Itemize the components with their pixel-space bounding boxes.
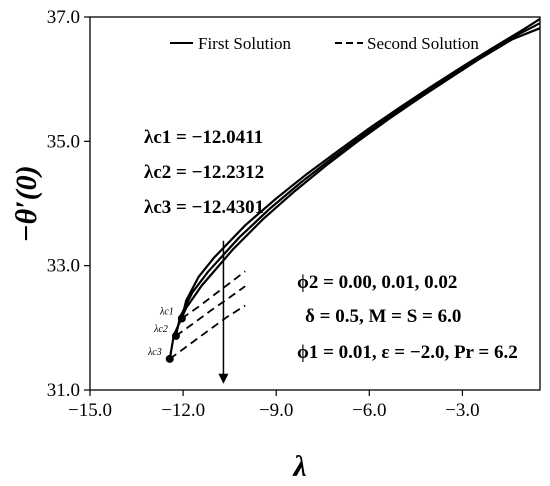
parameter-annotations: ϕ2 = 0.00, 0.01, 0.02 δ = 0.5, M = S = 6… — [297, 272, 518, 363]
param-phi2: ϕ2 = 0.00, 0.01, 0.02 — [297, 272, 457, 293]
plot-frame — [89, 16, 541, 391]
second-solution-line-1 — [181, 270, 246, 320]
critical-markers: λc1 λc2 λc3 — [147, 307, 186, 363]
x-tick-label: −12.0 — [161, 400, 205, 421]
second-solution-line-2 — [175, 285, 246, 337]
y-tick-label: 31.0 — [47, 380, 80, 401]
x-tick-label: −3.0 — [445, 400, 479, 421]
y-axis-title: −θ′(0) — [10, 165, 43, 242]
critical-point-label-2: λc2 — [153, 324, 168, 335]
first-solution-line-3 — [168, 27, 541, 360]
critical-value-3: λc3 = −12.4301 — [144, 197, 264, 218]
arrow — [218, 240, 229, 384]
x-tick-label: −9.0 — [259, 400, 293, 421]
y-tick-label: 35.0 — [47, 131, 80, 152]
series-group — [168, 17, 541, 360]
y-tick-label: 37.0 — [47, 7, 80, 28]
critical-point-label-1: λc1 — [159, 307, 174, 318]
param-delta: δ = 0.5, M = S = 6.0 — [305, 306, 461, 327]
critical-value-1: λc1 = −12.0411 — [144, 127, 263, 148]
y-tick-label: 33.0 — [47, 256, 80, 277]
critical-point-1 — [177, 314, 186, 323]
x-tick-label: −15.0 — [68, 400, 112, 421]
legend-label-first: First Solution — [198, 34, 292, 53]
critical-point-2 — [171, 331, 180, 340]
first-solution-line-1 — [180, 17, 541, 319]
legend-label-second: Second Solution — [367, 34, 479, 53]
x-tick-label: −6.0 — [352, 400, 386, 421]
param-phi1: ϕ1 = 0.01, ε = −2.0, Pr = 6.2 — [297, 342, 518, 363]
critical-annotations: λc1 = −12.0411 λc2 = −12.2312 λc3 = −12.… — [144, 127, 264, 218]
critical-value-2: λc2 = −12.2312 — [144, 162, 264, 183]
legend: First Solution Second Solution — [170, 34, 479, 53]
second-solution-line-3 — [169, 304, 246, 360]
axis-ticks: −15.0 −12.0 −9.0 −6.0 −3.0 31.0 33.0 35.0 37.0 — [47, 7, 480, 421]
x-axis-title: λ — [291, 450, 306, 483]
critical-point-3 — [165, 354, 174, 363]
critical-point-label-3: λc3 — [147, 347, 162, 358]
